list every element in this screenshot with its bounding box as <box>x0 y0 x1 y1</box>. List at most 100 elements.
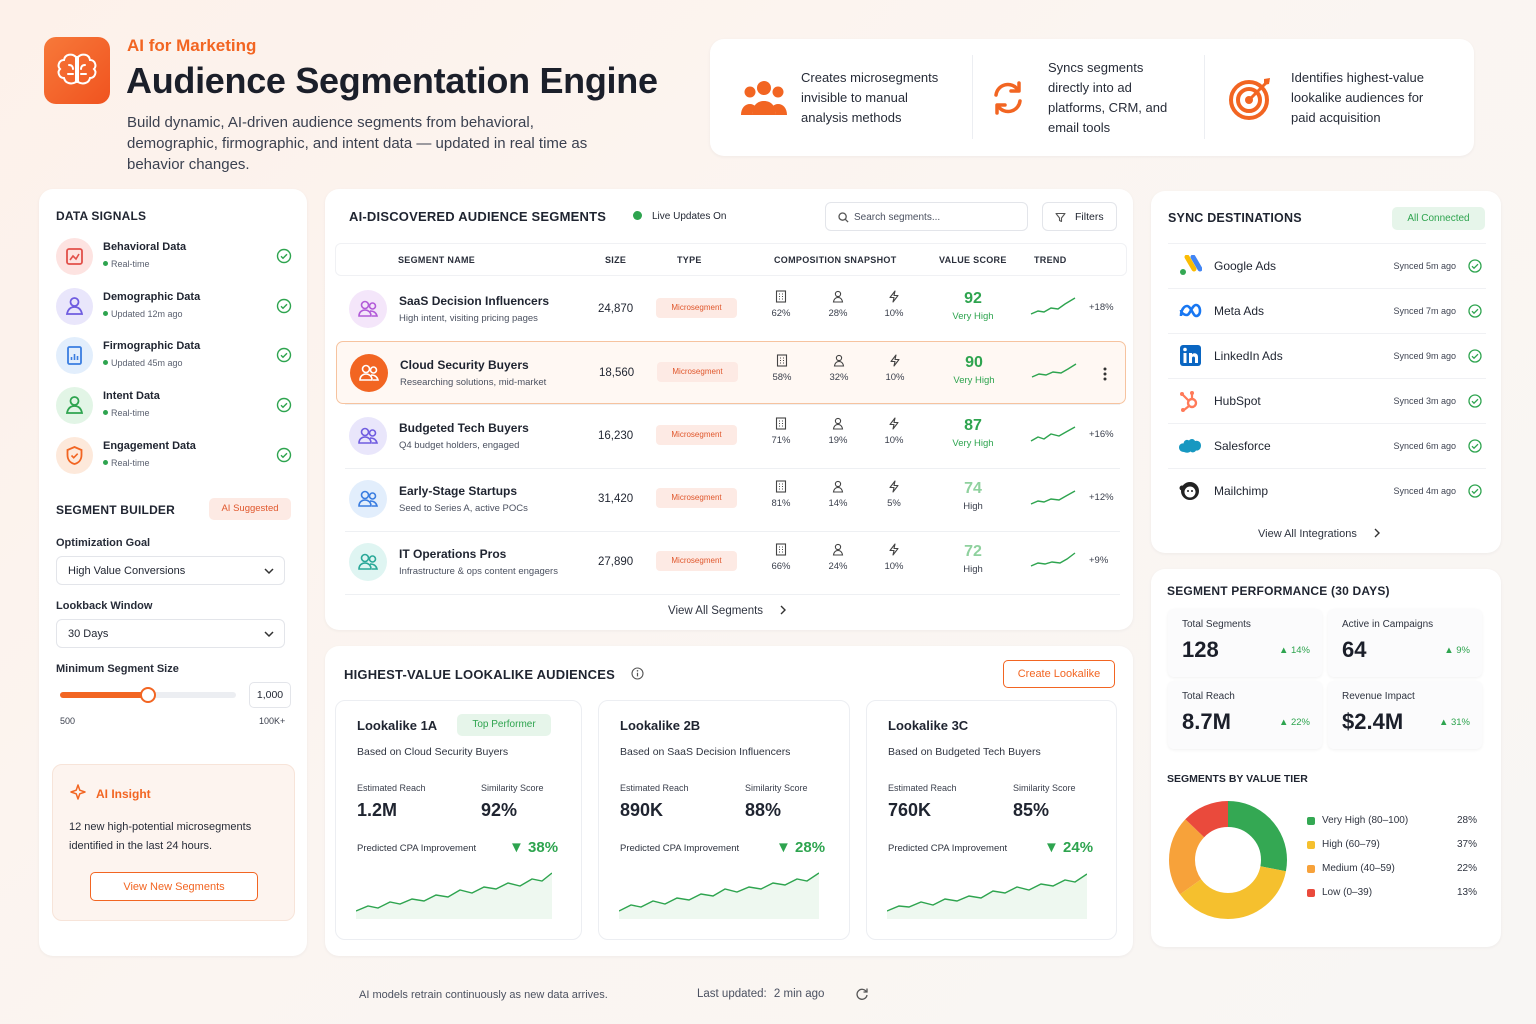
person-icon <box>832 417 844 430</box>
legend-item: Very High (80–100) 28% <box>1307 814 1477 830</box>
building-icon <box>775 417 787 430</box>
bolt-icon <box>889 290 899 303</box>
check-icon <box>1468 349 1482 363</box>
page-subtitle: Build dynamic, AI-driven audience segmen… <box>127 114 588 173</box>
create-lookalike-button[interactable]: Create Lookalike <box>1003 660 1115 688</box>
check-icon <box>1468 439 1482 453</box>
person-icon <box>832 543 844 556</box>
value-score: 90 Very High <box>953 354 995 386</box>
mailchimp-icon <box>1179 482 1199 500</box>
bolt-icon <box>889 543 899 556</box>
legend-label: High (60–79) <box>1322 839 1380 850</box>
refresh-icon[interactable] <box>855 987 869 1001</box>
target-icon <box>1229 77 1270 120</box>
building-icon <box>776 354 788 367</box>
sync-item-linkedin[interactable]: LinkedIn Ads Synced 9m ago <box>1168 333 1486 377</box>
legend-swatch <box>1307 889 1315 897</box>
signal-demographic[interactable]: Demographic Data Updated 12m ago <box>56 288 292 326</box>
building-icon <box>775 480 787 493</box>
sync-icon <box>994 80 1022 115</box>
bolt-icon <box>889 417 899 430</box>
chevron-right-icon <box>1374 528 1380 538</box>
filters-button[interactable]: Filters <box>1042 202 1117 231</box>
composition-intent: 10% <box>877 417 911 446</box>
building-icon <box>775 543 787 556</box>
col-segment-name: SEGMENT NAME <box>398 255 476 265</box>
signal-engagement[interactable]: Engagement Data Real-time <box>56 437 292 475</box>
signal-behavioral[interactable]: Behavioral Data Real-time <box>56 238 292 276</box>
performance-title: SEGMENT PERFORMANCE (30 DAYS) <box>1167 584 1390 598</box>
reach-sparkline <box>887 873 1087 919</box>
lookalike-card[interactable]: Lookalike 3C Based on Budgeted Tech Buye… <box>866 700 1117 940</box>
ai-suggested-badge: AI Suggested <box>209 498 291 520</box>
filter-icon <box>1055 212 1066 223</box>
trend-sparkline <box>1030 490 1076 505</box>
sync-item-salesforce[interactable]: Salesforce Synced 6m ago <box>1168 423 1486 467</box>
app-logo <box>44 37 110 104</box>
goal-select[interactable]: High Value Conversions <box>56 556 285 585</box>
min-size-input[interactable]: 1,000 <box>249 682 291 708</box>
col-composition: COMPOSITION SNAPSHOT <box>774 255 897 265</box>
size-slider-handle[interactable] <box>140 687 156 703</box>
legend-label: Very High (80–100) <box>1322 815 1409 826</box>
donut-slice-3 <box>1169 801 1287 919</box>
view-all-segments-link[interactable]: View All Segments <box>668 605 787 617</box>
sync-item-meta-ads[interactable]: Meta Ads Synced 7m ago <box>1168 288 1486 332</box>
type-badge: Microsegment <box>656 425 737 445</box>
check-icon <box>1468 259 1482 273</box>
eyebrow: AI for Marketing <box>127 36 257 55</box>
lookback-select[interactable]: 30 Days <box>56 619 285 648</box>
table-row[interactable]: Budgeted Tech Buyers Q4 budget holders, … <box>336 405 1126 467</box>
search-input[interactable]: Search segments... <box>825 202 1028 231</box>
person-icon <box>833 354 845 367</box>
trend-sparkline <box>1030 426 1076 442</box>
composition-firmographic: 62% <box>764 290 798 319</box>
signal-firmographic[interactable]: Firmographic Data Updated 45m ago <box>56 337 292 375</box>
legend-item: Low (0–39) 13% <box>1307 886 1477 902</box>
kpi-active-campaigns: Active in Campaigns 64 ▲ 9% <box>1328 609 1482 677</box>
check-icon <box>276 298 292 314</box>
check-icon <box>276 397 292 413</box>
composition-intent: 10% <box>877 543 911 572</box>
lookalikes-title: HIGHEST-VALUE LOOKALIKE AUDIENCES <box>344 667 615 682</box>
more-options-icon[interactable] <box>1102 366 1108 382</box>
feature-item: Identifies highest-value lookalike audie… <box>1228 39 1441 156</box>
range-max: 100K+ <box>259 716 286 726</box>
lookalike-card[interactable]: Lookalike 1A Top Performer Based on Clou… <box>335 700 582 940</box>
live-indicator <box>633 211 642 220</box>
value-score: 72 High <box>963 543 983 575</box>
legend-swatch <box>1307 817 1315 825</box>
goal-label: Optimization Goal <box>56 537 151 549</box>
feature-item: Syncs segments directly into ad platform… <box>988 39 1168 156</box>
value-tier-title: SEGMENTS BY VALUE TIER <box>1167 773 1308 785</box>
sync-item-hubspot[interactable]: HubSpot Synced 3m ago <box>1168 378 1486 422</box>
table-row-selected[interactable]: Cloud Security Buyers Researching soluti… <box>336 341 1126 404</box>
composition-intent: 5% <box>877 480 911 509</box>
bolt-icon <box>889 480 899 493</box>
bolt-icon <box>890 354 900 367</box>
sync-item-google-ads[interactable]: Google Ads Synced 5m ago <box>1168 243 1486 287</box>
sync-item-mailchimp[interactable]: Mailchimp Synced 4m ago <box>1168 468 1486 512</box>
view-all-integrations-link[interactable]: View All Integrations <box>1258 528 1380 540</box>
person-icon <box>56 288 93 325</box>
table-row[interactable]: IT Operations Pros Infrastructure & ops … <box>336 531 1126 593</box>
lookalike-card[interactable]: Lookalike 2B Based on SaaS Decision Infl… <box>598 700 850 940</box>
type-badge: Microsegment <box>656 488 737 508</box>
reach-sparkline <box>356 872 552 919</box>
col-type: TYPE <box>677 255 702 265</box>
live-status: Live Updates On <box>652 211 727 222</box>
table-row[interactable]: SaaS Decision Influencers High intent, v… <box>336 278 1126 340</box>
person-icon <box>56 387 93 424</box>
donut-slice-1 <box>1169 801 1287 919</box>
segment-people-icon <box>349 290 387 328</box>
ai-insight-text: 12 new high-potential microsegments iden… <box>69 821 252 852</box>
table-row[interactable]: Early-Stage Startups Seed to Series A, a… <box>336 468 1126 530</box>
signal-intent[interactable]: Intent Data Real-time <box>56 387 292 425</box>
check-icon <box>1468 484 1482 498</box>
trend-sparkline <box>1031 363 1077 378</box>
view-new-segments-button[interactable]: View New Segments <box>90 872 258 901</box>
check-icon <box>276 347 292 363</box>
size-slider-track[interactable] <box>60 687 236 703</box>
info-icon[interactable] <box>631 667 644 680</box>
building-icon <box>775 290 787 303</box>
